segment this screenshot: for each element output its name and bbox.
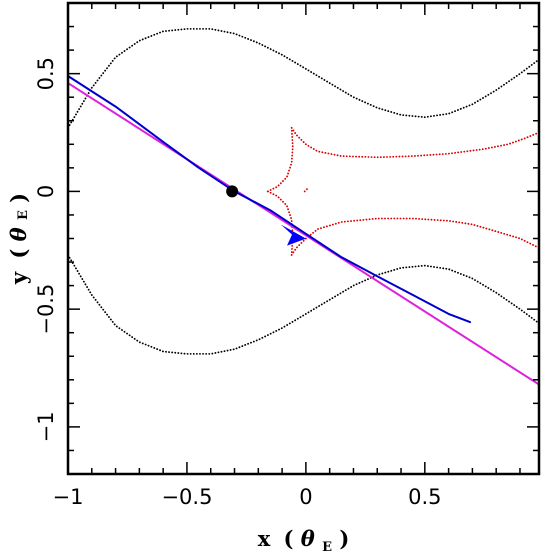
caustic-dot-line [303,188,308,193]
tick-layer: −1 −0.5 0 0.5 −1 −0.5 0 0.5 [34,2,539,509]
x-axis-label-paren-close: ) [339,526,349,551]
x-axis-label: x ( θ E ) [258,526,350,555]
y-axis-label-paren-close: ) [6,193,31,203]
x-tick-label: 0.5 [408,485,441,509]
y-axis-label-paren-open: ( [6,249,31,259]
x-axis-label-symbol: θ [301,526,315,551]
lens-position-marker [226,185,239,198]
series-layer [68,28,539,386]
y-axis-label-subscript: E [16,210,31,220]
y-tick-label: −1 [34,411,58,442]
x-axis-label-paren-open: ( [284,526,294,551]
critical-curve-lower-line [68,254,539,355]
y-axis-label-main: y [6,271,31,285]
y-tick-label: 0.5 [34,57,58,90]
y-axis-label: y ( θ E ) [6,193,36,285]
x-tick-label: 0 [299,485,312,509]
y-tick-label: 0 [34,185,58,198]
direction-arrow-marker [281,224,306,246]
x-axis-label-main: x [258,526,271,551]
caustic-upper-line [266,126,539,193]
y-axis-label-symbol: θ [6,227,31,241]
x-tick-label: −0.5 [161,485,212,509]
marker-layer [226,185,306,246]
x-tick-label: −1 [53,485,84,509]
x-axis-label-subscript: E [322,540,332,555]
source-trajectory-curved-line [68,75,471,324]
critical-curve-upper-line [68,28,539,129]
y-tick-label: −0.5 [34,284,58,335]
caustic-lower-line [266,190,539,256]
source-trajectory-straight-line [68,82,539,386]
